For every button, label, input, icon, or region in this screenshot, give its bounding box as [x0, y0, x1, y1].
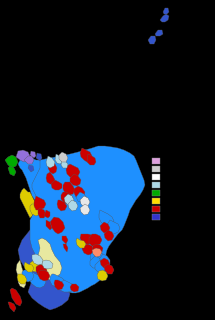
Polygon shape	[34, 196, 46, 210]
Polygon shape	[24, 156, 34, 164]
Polygon shape	[46, 156, 55, 168]
Polygon shape	[18, 157, 50, 208]
Polygon shape	[63, 182, 75, 195]
Polygon shape	[42, 260, 53, 269]
Polygon shape	[155, 30, 163, 36]
Bar	[152, 182, 160, 188]
Polygon shape	[30, 204, 42, 216]
Bar	[152, 166, 160, 172]
Polygon shape	[61, 160, 68, 168]
Polygon shape	[55, 154, 63, 164]
Polygon shape	[95, 260, 107, 272]
Polygon shape	[22, 270, 34, 282]
Polygon shape	[36, 238, 62, 280]
Polygon shape	[90, 256, 102, 268]
Polygon shape	[80, 196, 90, 207]
Polygon shape	[16, 260, 24, 278]
Polygon shape	[70, 174, 81, 186]
Bar	[152, 214, 160, 220]
Polygon shape	[80, 204, 90, 215]
Polygon shape	[68, 200, 78, 211]
Bar	[152, 198, 160, 204]
Bar	[152, 206, 160, 212]
Polygon shape	[30, 260, 41, 272]
Polygon shape	[10, 288, 22, 306]
Polygon shape	[44, 210, 50, 218]
Polygon shape	[32, 254, 43, 265]
Polygon shape	[36, 264, 47, 276]
Polygon shape	[28, 165, 34, 172]
Polygon shape	[17, 274, 27, 284]
Polygon shape	[99, 254, 110, 266]
Polygon shape	[76, 192, 87, 203]
Polygon shape	[99, 210, 114, 227]
Polygon shape	[50, 217, 65, 234]
Polygon shape	[92, 244, 103, 254]
Polygon shape	[57, 200, 67, 211]
Polygon shape	[24, 262, 34, 272]
Polygon shape	[104, 230, 114, 241]
Polygon shape	[46, 172, 55, 184]
Polygon shape	[74, 186, 85, 198]
Polygon shape	[64, 194, 74, 205]
Polygon shape	[104, 264, 114, 274]
Polygon shape	[80, 234, 95, 244]
Polygon shape	[107, 220, 120, 234]
Polygon shape	[38, 208, 46, 218]
Polygon shape	[38, 270, 50, 281]
Polygon shape	[61, 192, 73, 204]
Polygon shape	[70, 284, 79, 292]
Polygon shape	[30, 151, 36, 158]
Polygon shape	[148, 36, 156, 44]
Polygon shape	[80, 148, 92, 162]
Polygon shape	[54, 280, 64, 290]
Bar	[152, 190, 160, 196]
Polygon shape	[76, 238, 86, 248]
Polygon shape	[58, 280, 74, 292]
Polygon shape	[66, 164, 80, 178]
Polygon shape	[62, 236, 68, 244]
Polygon shape	[89, 234, 102, 246]
Polygon shape	[30, 146, 145, 293]
Polygon shape	[97, 270, 108, 281]
Polygon shape	[20, 188, 36, 218]
Polygon shape	[8, 166, 16, 176]
Polygon shape	[8, 302, 16, 312]
Polygon shape	[48, 160, 57, 174]
Polygon shape	[51, 180, 62, 190]
Polygon shape	[92, 248, 102, 257]
Polygon shape	[160, 14, 169, 22]
Polygon shape	[36, 153, 42, 161]
Polygon shape	[18, 278, 26, 288]
Polygon shape	[163, 8, 169, 14]
Polygon shape	[18, 218, 74, 310]
Polygon shape	[28, 272, 46, 288]
Polygon shape	[63, 244, 68, 252]
Polygon shape	[87, 154, 96, 165]
Polygon shape	[82, 244, 94, 255]
Polygon shape	[16, 150, 30, 162]
Polygon shape	[46, 220, 52, 230]
Bar	[152, 158, 160, 164]
Polygon shape	[100, 258, 110, 268]
Polygon shape	[50, 274, 65, 287]
Polygon shape	[90, 250, 106, 264]
Bar	[152, 174, 160, 180]
Polygon shape	[100, 222, 110, 233]
Polygon shape	[5, 155, 18, 168]
Polygon shape	[59, 152, 68, 162]
